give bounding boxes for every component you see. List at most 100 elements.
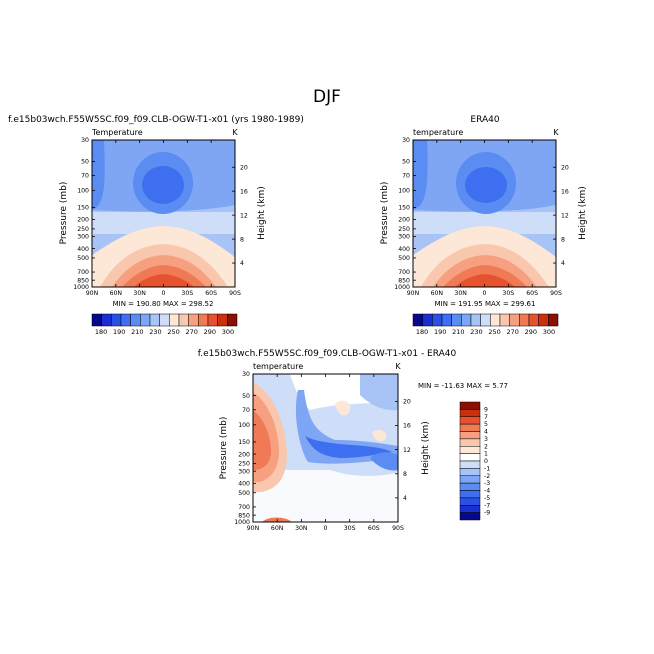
panel-title: f.e15b03wch.F55W5SC.f09_f09.CLB-OGW-T1-x… bbox=[198, 349, 457, 359]
y-tick-label: 300 bbox=[398, 234, 410, 241]
axis-title-y-right: Height (km) bbox=[578, 186, 588, 240]
colorbar-label: 210 bbox=[452, 328, 464, 336]
colorbar-swatch bbox=[459, 453, 481, 462]
tropopause-band bbox=[92, 212, 235, 234]
y-right-tick-label: 20 bbox=[403, 399, 411, 406]
colorbar-label: -2 bbox=[484, 473, 490, 480]
colorbar-swatch bbox=[470, 313, 481, 327]
panel-units: K bbox=[395, 362, 401, 371]
x-tick-label: 90N bbox=[407, 290, 420, 297]
x-tick-label: 30N bbox=[133, 290, 146, 297]
colorbar-swatch bbox=[149, 313, 160, 327]
colorbar-swatch bbox=[412, 313, 423, 327]
colorbar-swatch bbox=[459, 460, 481, 469]
colorbar-label: 180 bbox=[95, 328, 107, 336]
y-tick-label: 30 bbox=[81, 137, 89, 144]
colorbar-label: 180 bbox=[416, 328, 428, 336]
y-right-tick-label: 16 bbox=[403, 423, 411, 430]
colorbar-label: -5 bbox=[484, 495, 490, 502]
temperature-field bbox=[92, 140, 235, 287]
polar-night-cold-region bbox=[413, 140, 428, 210]
colorbar-swatch bbox=[130, 313, 141, 327]
colorbar-label: 5 bbox=[484, 421, 488, 428]
colorbar-label: 250 bbox=[167, 328, 179, 336]
panel-era40: ERA40 temperature K 90N 60N 30N 0 30S 60S 90S 3… bbox=[380, 115, 588, 336]
y-tick-label: 500 bbox=[238, 490, 250, 497]
x-tick-label: 90S bbox=[550, 290, 562, 297]
y-right-tick-label: 4 bbox=[240, 260, 244, 267]
y-tick-label: 700 bbox=[77, 269, 89, 276]
axis-title-y: Pressure (mb) bbox=[219, 417, 229, 480]
y-tick-label: 30 bbox=[402, 137, 410, 144]
colorbar-swatch bbox=[528, 313, 539, 327]
y-tick-label: 200 bbox=[398, 217, 410, 224]
colorbar-swatch bbox=[459, 438, 481, 447]
colorbar-label: 290 bbox=[204, 328, 216, 336]
y-right-tick-label: 8 bbox=[403, 471, 407, 478]
colorbar-swatch bbox=[480, 313, 491, 327]
difference-field bbox=[253, 374, 398, 522]
y-right-tick-label: 12 bbox=[403, 447, 411, 454]
colorbar-label: -4 bbox=[484, 488, 490, 495]
colorbar-swatch bbox=[422, 313, 433, 327]
colorbar-swatch bbox=[519, 313, 530, 327]
axis-title-y-right: Height (km) bbox=[421, 421, 431, 475]
x-tick-label: 90N bbox=[86, 290, 99, 297]
colorbar-swatch bbox=[101, 313, 112, 327]
y-tick-label: 70 bbox=[242, 407, 250, 414]
axes: 90N 60N 30N 0 30S 60S 90S 30 50 70 100 150 200 250300… bbox=[234, 371, 411, 532]
x-tick-label: 30S bbox=[181, 290, 193, 297]
x-tick-label: 0 bbox=[483, 290, 487, 297]
colorbar-swatch bbox=[459, 401, 481, 410]
colorbar-label: 270 bbox=[185, 328, 197, 336]
panel-title: ERA40 bbox=[470, 115, 499, 125]
colorbar-label: 290 bbox=[525, 328, 537, 336]
y-tick-label: 50 bbox=[242, 393, 250, 400]
y-right-tick-label: 16 bbox=[561, 188, 569, 195]
axis-title-y: Pressure (mb) bbox=[59, 182, 69, 245]
tropical-cold-core bbox=[142, 166, 184, 204]
y-tick-label: 150 bbox=[238, 439, 250, 446]
x-tick-label: 60S bbox=[368, 525, 380, 532]
x-tick-label: 30N bbox=[454, 290, 467, 297]
colorbar-swatch bbox=[441, 313, 452, 327]
panel-difference: f.e15b03wch.F55W5SC.f09_f09.CLB-OGW-T1-x… bbox=[198, 349, 508, 532]
y-right-tick-label: 20 bbox=[240, 164, 248, 171]
colorbar-label: 190 bbox=[113, 328, 125, 336]
colorbar-swatch bbox=[169, 313, 180, 327]
y-tick-label: 70 bbox=[81, 173, 89, 180]
x-tick-label: 60N bbox=[271, 525, 284, 532]
colorbar-swatch bbox=[459, 497, 481, 506]
colorbar-swatch bbox=[490, 313, 501, 327]
colorbar: 180 190 210 230 250 270 290 300 bbox=[91, 313, 238, 336]
y-tick-label: 250 bbox=[398, 226, 410, 233]
y-tick-label: 70 bbox=[402, 173, 410, 180]
y-tick-label: 500 bbox=[77, 255, 89, 262]
y-tick-label: 50 bbox=[402, 159, 410, 166]
y-tick-label: 100 bbox=[238, 422, 250, 429]
y-tick-label: 700 bbox=[398, 269, 410, 276]
x-tick-label: 0 bbox=[324, 525, 328, 532]
x-tick-label: 30S bbox=[502, 290, 514, 297]
y-right-tick-label: 16 bbox=[240, 188, 248, 195]
colorbar-swatch bbox=[499, 313, 510, 327]
y-tick-label: 1000 bbox=[73, 284, 89, 291]
y-tick-label: 250 bbox=[77, 226, 89, 233]
colorbar-swatch bbox=[459, 468, 481, 476]
y-tick-label: 500 bbox=[398, 255, 410, 262]
y-tick-label: 150 bbox=[398, 205, 410, 212]
southern-warm-patch bbox=[372, 430, 387, 442]
colorbar-label: -9 bbox=[484, 510, 490, 517]
band-295 bbox=[455, 274, 515, 287]
colorbar-swatch bbox=[217, 313, 228, 327]
panel-model: f.e15b03wch.F55W5SC.f09_f09.CLB-OGW-T1-x… bbox=[8, 115, 304, 336]
y-tick-label: 300 bbox=[238, 468, 250, 475]
colorbar-label: -1 bbox=[484, 465, 490, 472]
y-tick-label: 50 bbox=[81, 159, 89, 166]
y-tick-label: 850 bbox=[77, 277, 89, 284]
colorbar-label: 7 bbox=[484, 414, 488, 421]
temperature-field bbox=[413, 140, 556, 287]
y-tick-label: 850 bbox=[398, 277, 410, 284]
